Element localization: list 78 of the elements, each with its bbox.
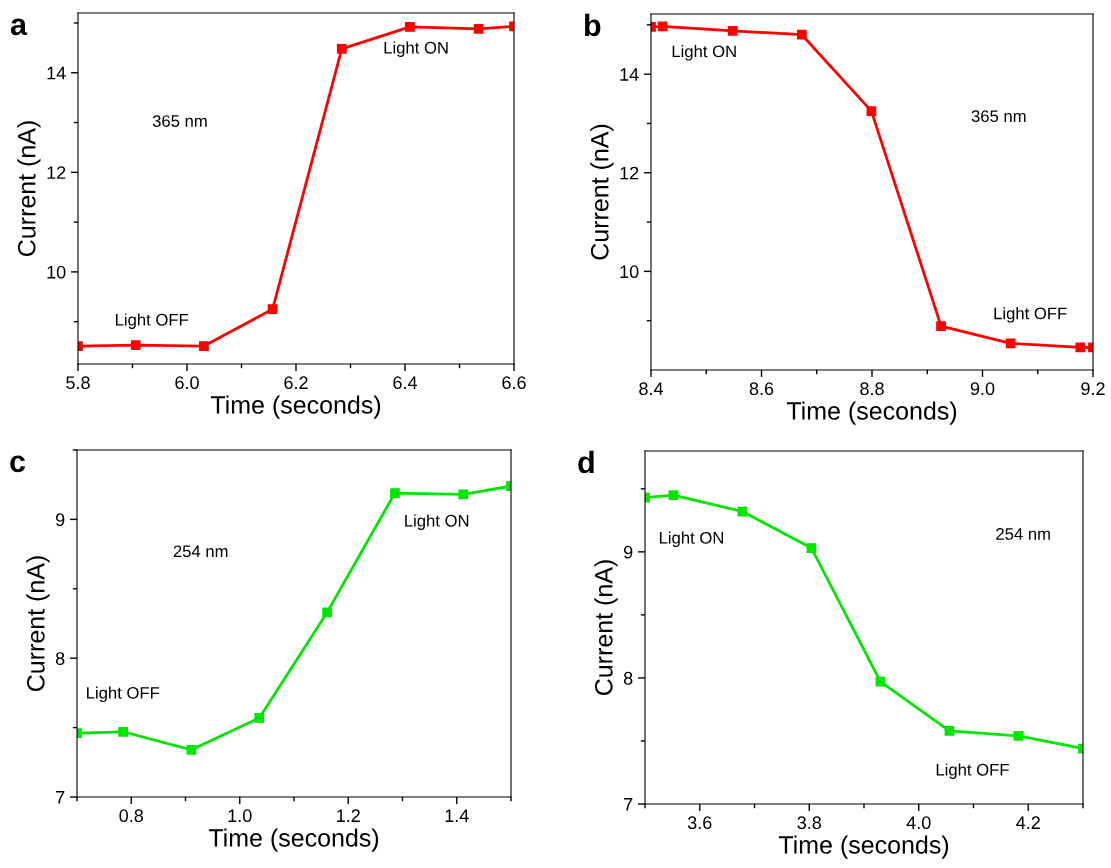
x-tick-label: 9.0 [970, 382, 995, 396]
y-tick-label: 7 [624, 798, 633, 811]
y-axis-title: Current (nA) [17, 121, 41, 256]
annotation: Light ON [405, 514, 469, 530]
y-tick-label: 7 [56, 791, 65, 804]
x-axis-title: Time (seconds) [208, 828, 379, 852]
annotation: 365 nm [152, 115, 207, 127]
y-tick-label: 9 [624, 545, 633, 559]
point [796, 29, 807, 40]
y-tick-label: 14 [47, 66, 66, 80]
point [322, 607, 332, 618]
annotation: Light ON [672, 45, 736, 61]
point [473, 24, 484, 34]
x-tick-label: 8.8 [860, 382, 884, 396]
point [186, 744, 197, 755]
y-axis-title: Current (nA) [594, 560, 618, 695]
x-tick-label: 1.0 [228, 809, 252, 823]
point [1075, 342, 1086, 353]
point [118, 726, 128, 737]
x-tick-label: 6.0 [175, 376, 199, 390]
point [668, 490, 679, 500]
annotation: Light ON [384, 41, 448, 57]
point [1013, 731, 1024, 741]
point [657, 21, 668, 32]
chart-title: c [10, 455, 26, 473]
point [390, 488, 400, 498]
x-tick-label: 1.2 [337, 809, 360, 822]
y-axis-title: Current (nA) [590, 124, 614, 260]
x-tick-label: 4.2 [1016, 816, 1040, 829]
chart-title: b [585, 13, 601, 37]
y-tick-label: 8 [623, 671, 633, 685]
x-tick-label: 1.4 [445, 809, 469, 822]
point [458, 489, 469, 500]
x-tick-label: 3.8 [797, 816, 822, 830]
x-tick-label: 8.4 [639, 382, 664, 396]
x-tick-label: 5.8 [66, 376, 90, 390]
x-tick-label: 9.2 [1081, 382, 1105, 396]
point [936, 321, 946, 331]
point [336, 43, 347, 54]
annotation: 254 nm [996, 528, 1050, 540]
point [267, 304, 278, 315]
annotation: Light OFF [115, 313, 189, 329]
annotation: 365 nm [971, 110, 1026, 123]
annotation: Light OFF [994, 307, 1067, 323]
y-tick-label: 10 [47, 265, 66, 279]
chart-title: a [10, 18, 28, 36]
x-tick-label: 3.6 [687, 816, 712, 830]
point [254, 713, 265, 723]
y-tick-label: 12 [47, 166, 66, 179]
point [944, 726, 955, 736]
x-tick-label: 8.6 [749, 382, 774, 396]
point [866, 106, 877, 116]
point [1005, 338, 1016, 349]
x-tick-label: 6.2 [284, 376, 308, 390]
point [405, 22, 415, 32]
x-axis-title: Time (seconds) [786, 401, 957, 425]
annotation: Light OFF [87, 686, 160, 703]
point [875, 676, 886, 687]
x-axis-title: Time (seconds) [778, 835, 949, 859]
y-tick-label: 12 [620, 166, 639, 180]
y-tick-label: 10 [620, 265, 639, 279]
x-axis-title: Time (seconds) [210, 395, 381, 419]
x-tick-label: 0.8 [119, 809, 144, 823]
chart-title: d [578, 450, 594, 474]
y-tick-label: 14 [620, 68, 639, 81]
y-tick-label: 9 [56, 513, 65, 527]
annotation: 254 nm [173, 545, 228, 558]
point [130, 340, 141, 350]
x-tick-label: 6.4 [393, 376, 418, 390]
annotation: Light OFF [936, 763, 1009, 779]
point [199, 341, 209, 351]
point [727, 25, 738, 36]
y-tick-label: 8 [55, 652, 65, 665]
annotation: Light ON [659, 531, 723, 548]
y-axis-title: Current (nA) [26, 556, 50, 691]
point [806, 543, 817, 553]
x-tick-label: 4.0 [906, 816, 931, 830]
x-tick-label: 6.6 [502, 376, 526, 390]
